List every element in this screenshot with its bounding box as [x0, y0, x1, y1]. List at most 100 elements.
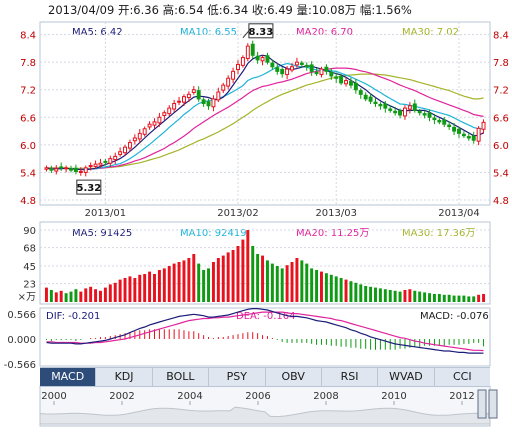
- candle-body: [275, 67, 280, 72]
- tab-kdj[interactable]: KDJ: [96, 368, 153, 386]
- tab-rsi[interactable]: RSI: [322, 368, 379, 386]
- candle-body: [319, 68, 324, 76]
- candle-body: [353, 82, 358, 91]
- volume-bar: [359, 284, 363, 302]
- candle-body: [177, 100, 182, 103]
- volume-bar: [339, 278, 343, 302]
- volume-bar: [467, 296, 471, 302]
- candle-body: [437, 120, 442, 123]
- candle-body: [358, 90, 363, 95]
- volume-bar: [295, 258, 299, 302]
- candle-body: [304, 64, 309, 68]
- candle-body: [265, 55, 270, 63]
- price-xtick: 2013/03: [315, 208, 357, 219]
- volume-bar: [369, 286, 373, 302]
- volume-bar: [192, 254, 196, 302]
- candle-body: [245, 45, 250, 59]
- volume-bar: [133, 278, 137, 302]
- candle-body: [481, 121, 486, 130]
- candle-body: [422, 113, 427, 116]
- macd-legend-dif: DIF: -0.201: [46, 311, 100, 322]
- timeline-range-handle-right[interactable]: [488, 389, 498, 419]
- price-line-ma30: [46, 73, 484, 169]
- vol-ytick: 68: [23, 244, 36, 255]
- candle-body: [201, 99, 206, 105]
- candle-body: [123, 146, 128, 154]
- candle-body: [324, 66, 329, 72]
- price-ytick-left: 6.0: [20, 141, 36, 152]
- candle-body: [83, 167, 88, 173]
- volume-bar: [103, 287, 107, 302]
- price-y-ticks: 8.4 8.4 7.8 7.8 7.2 7.2 6.6 6.6 6.0 6.0 5.4 5.4 4.8 4…: [20, 31, 509, 207]
- candle-body: [348, 80, 353, 86]
- volume-bar: [472, 296, 476, 302]
- volume-bar: [413, 290, 417, 302]
- tab-psy[interactable]: PSY: [209, 368, 266, 386]
- timeline-range-handle[interactable]: [477, 389, 487, 419]
- candle-body: [412, 103, 417, 111]
- volume-bar: [344, 279, 348, 302]
- volume-bar: [197, 263, 201, 302]
- volume-bar: [462, 295, 466, 302]
- candle-body: [59, 166, 64, 169]
- candle-body: [402, 107, 407, 117]
- candle-body: [64, 167, 69, 170]
- volume-bar: [148, 271, 152, 302]
- candle-body: [162, 112, 167, 116]
- candle-body: [466, 136, 471, 139]
- tab-obv[interactable]: OBV: [266, 368, 322, 386]
- volume-bar: [261, 255, 265, 302]
- candle-body: [137, 132, 142, 140]
- candle-body: [383, 103, 388, 109]
- macd-line-dea: [46, 311, 484, 352]
- candle-body: [471, 135, 476, 141]
- timeline-year: 2004: [177, 391, 202, 402]
- candle-body: [240, 57, 245, 66]
- macd-line-dif: [46, 308, 484, 354]
- volume-bar: [280, 268, 284, 302]
- price-ytick-left: 6.6: [20, 113, 36, 124]
- macd-legend-dea: DEA: -0.164: [236, 311, 295, 322]
- volume-bar: [246, 230, 250, 302]
- volume-bar: [54, 292, 58, 302]
- timeline-year: 2002: [109, 391, 134, 402]
- vol-legend-ma10: MA10: 92419: [180, 228, 247, 239]
- tab-macd[interactable]: MACD: [40, 368, 97, 386]
- price-ytick-left: 8.4: [20, 31, 36, 42]
- candle-body: [393, 110, 398, 114]
- candle-body: [280, 69, 285, 75]
- price-x-ticks: 2013/01 2013/02 2013/03 2013/04: [85, 208, 480, 219]
- volume-bar: [241, 239, 245, 302]
- volume-bar: [270, 263, 274, 302]
- macd-y-ticks: 0.566 0.000 -0.566: [4, 310, 36, 371]
- candle-body: [417, 110, 422, 114]
- high-label-pointer: [242, 30, 250, 39]
- candle-body: [211, 98, 216, 108]
- volume-bar: [182, 260, 186, 302]
- volume-bar: [452, 295, 456, 302]
- volume-bar: [437, 294, 441, 302]
- tab-wvad[interactable]: WVAD: [378, 368, 435, 386]
- tab-boll[interactable]: BOLL: [153, 368, 210, 386]
- candle-body: [132, 137, 137, 142]
- candle-body: [206, 101, 211, 107]
- volume-bar: [354, 282, 358, 302]
- volume-bar: [153, 274, 156, 302]
- candle-body: [344, 80, 349, 85]
- candle-body: [98, 162, 103, 166]
- price-xtick: 2013/04: [438, 208, 480, 219]
- candle-body: [231, 70, 236, 80]
- volume-bar: [398, 291, 402, 302]
- price-xtick: 2013/02: [217, 208, 259, 219]
- candle-body: [427, 112, 432, 118]
- tab-cci[interactable]: CCI: [453, 370, 472, 383]
- volume-bar: [334, 276, 338, 302]
- volume-bar: [378, 288, 382, 302]
- macd-legend-macd: MACD: -0.076: [420, 311, 489, 322]
- price-ytick-left: 7.8: [20, 58, 36, 69]
- price-ytick-left: 4.8: [20, 196, 36, 207]
- volume-bar: [64, 293, 68, 302]
- low-label-text: 5.32: [76, 183, 101, 194]
- candle-body: [309, 64, 314, 72]
